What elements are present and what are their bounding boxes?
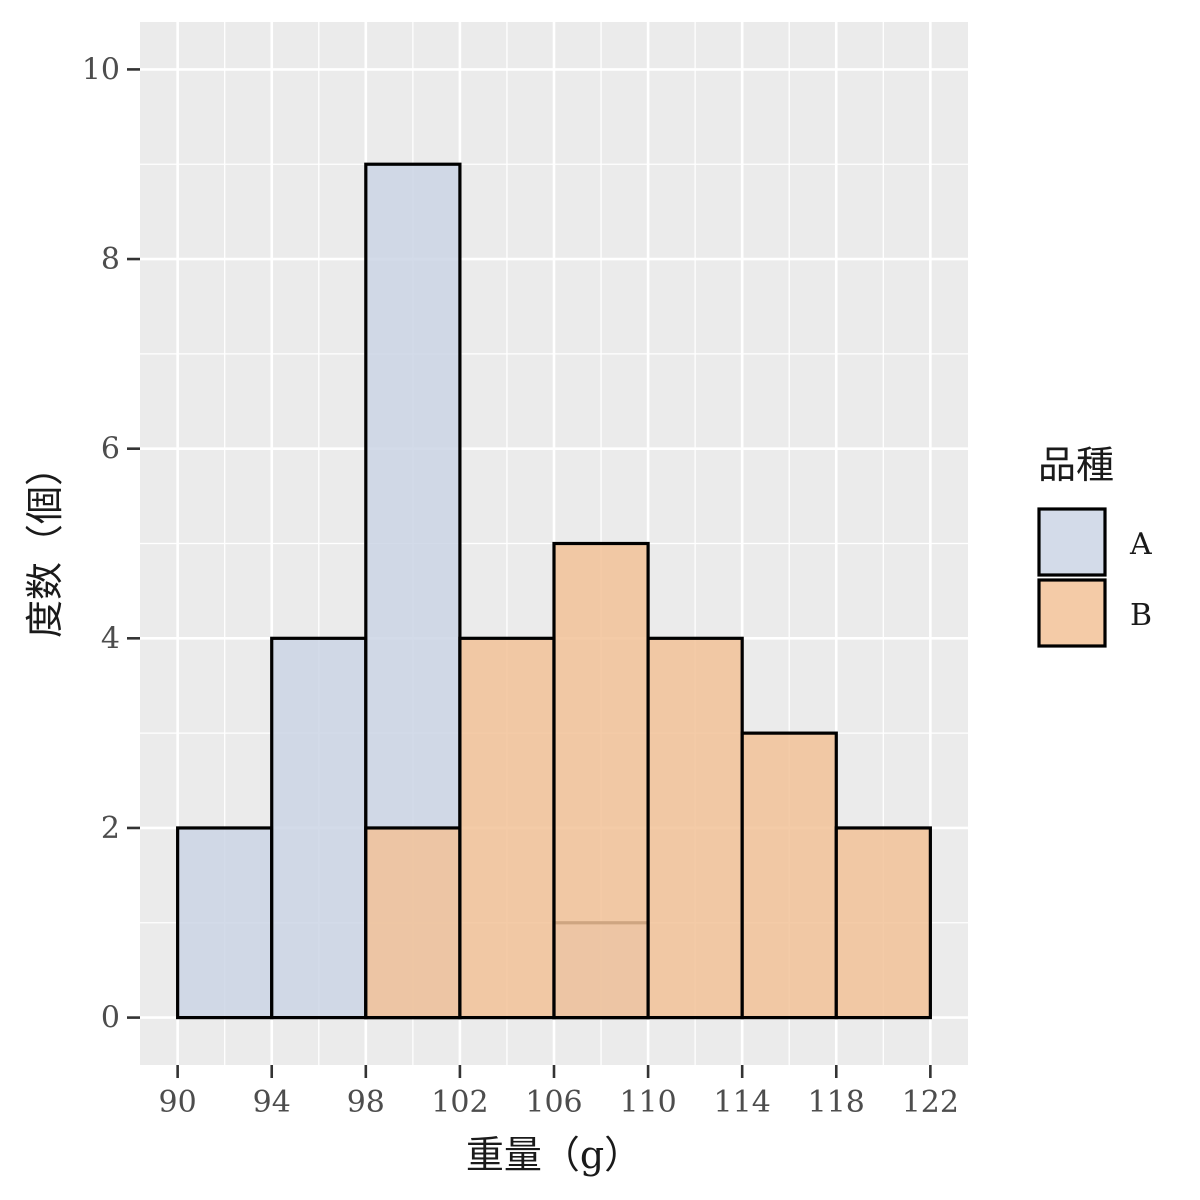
- y-tick-label: 10: [82, 52, 120, 87]
- bar-series-B-bin-102: [458, 636, 556, 1020]
- y-tick-label: 2: [101, 811, 120, 846]
- bar-series-B-bin-106: [552, 541, 650, 1020]
- histogram-bars: [176, 162, 932, 1020]
- x-tick-label: 98: [347, 1085, 385, 1120]
- bar-series-A-bin-94: [270, 636, 368, 1020]
- y-tick-label: 6: [101, 432, 120, 467]
- y-axis-title: 度数（個）: [23, 448, 67, 638]
- x-tick-label: 106: [525, 1085, 582, 1120]
- legend-label-A: A: [1129, 527, 1152, 562]
- legend-key-B: [1037, 578, 1107, 648]
- legend-label-B: B: [1130, 598, 1152, 633]
- x-axis-title: 重量（g）: [466, 1133, 642, 1177]
- x-tick-label: 110: [619, 1085, 676, 1120]
- y-tick-label: 0: [101, 1001, 120, 1036]
- x-tick-label: 94: [253, 1085, 291, 1120]
- bar-series-B-bin-118: [834, 826, 932, 1020]
- x-tick-label: 102: [431, 1085, 488, 1120]
- y-tick-label: 4: [101, 621, 120, 656]
- x-tick-label: 118: [808, 1085, 865, 1120]
- x-tick-label: 114: [714, 1085, 771, 1120]
- legend-title: 品種: [1038, 443, 1114, 487]
- legend: AB: [1037, 507, 1152, 648]
- bar-series-B-bin-98: [364, 826, 462, 1020]
- bar-series-B-bin-110: [646, 636, 744, 1020]
- y-tick-label: 8: [101, 242, 120, 277]
- x-tick-label: 90: [159, 1085, 197, 1120]
- bar-series-B-bin-114: [740, 731, 838, 1020]
- axes: 0 2 4 6 8 10 90 94 98 102 106 110 114 118 122: [82, 52, 959, 1120]
- x-tick-label: 122: [902, 1085, 959, 1120]
- legend-key-A: [1037, 507, 1107, 577]
- bar-series-A-bin-90: [176, 826, 274, 1020]
